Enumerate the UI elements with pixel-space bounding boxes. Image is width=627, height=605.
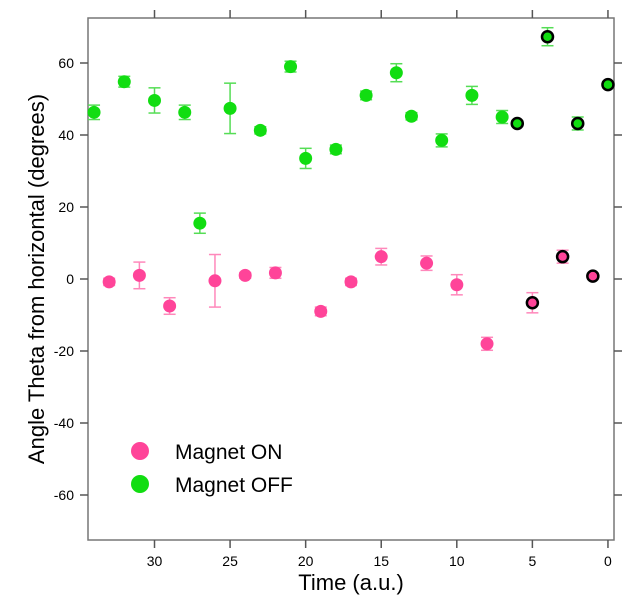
data-point (314, 304, 328, 318)
marker (148, 93, 162, 107)
x-tick-label: 5 (528, 553, 536, 569)
data-point (344, 275, 358, 289)
data-point (555, 249, 570, 264)
data-point (193, 212, 207, 235)
marker (555, 249, 570, 264)
marker (344, 275, 358, 289)
data-point (540, 26, 555, 47)
data-point (435, 133, 449, 148)
data-point (87, 104, 101, 121)
x-tick-label: 10 (449, 553, 465, 569)
marker (601, 77, 615, 92)
legend-marker-off (131, 475, 149, 493)
x-tick-label: 30 (147, 553, 163, 569)
marker (450, 278, 464, 292)
marker (420, 256, 434, 270)
marker (208, 274, 222, 288)
x-axis-label: Time (a.u.) (298, 570, 404, 595)
data-point (420, 255, 434, 272)
data-point (117, 75, 131, 89)
marker (193, 216, 207, 230)
marker (540, 29, 555, 44)
x-tick-label: 20 (298, 553, 314, 569)
y-axis-label: Angle Theta from horizontal (degrees) (24, 94, 49, 464)
data-point (148, 87, 162, 114)
marker (314, 304, 328, 318)
x-tick-label: 0 (604, 553, 612, 569)
y-tick-label: 60 (58, 55, 74, 71)
marker (223, 101, 237, 115)
marker (268, 266, 282, 280)
x-tick-label: 15 (373, 553, 389, 569)
legend: Magnet ON Magnet OFF (131, 441, 293, 497)
data-point (163, 296, 177, 316)
x-tick-label: 25 (222, 553, 238, 569)
y-tick-label: 20 (58, 199, 74, 215)
legend-marker-on (131, 442, 149, 460)
y-tick-label: -60 (54, 487, 74, 503)
data-point (465, 85, 479, 106)
data-point (480, 336, 494, 352)
marker (404, 109, 418, 123)
marker (299, 151, 313, 165)
marker (87, 105, 101, 119)
data-point (450, 273, 464, 296)
marker (117, 75, 131, 89)
y-tick-label: -40 (54, 415, 74, 431)
marker (495, 110, 509, 124)
marker (253, 123, 267, 137)
marker (480, 337, 494, 351)
marker (284, 60, 298, 74)
marker (570, 116, 585, 131)
data-point (102, 275, 116, 289)
data-point (284, 60, 298, 74)
data-point (389, 62, 403, 83)
data-point (329, 142, 343, 156)
data-point (586, 269, 600, 283)
marker (238, 268, 252, 282)
data-point (268, 266, 282, 280)
data-point (132, 261, 146, 290)
data-point (510, 116, 525, 131)
data-point (601, 77, 615, 92)
data-point (570, 116, 585, 131)
marker (132, 268, 146, 282)
marker (359, 88, 373, 102)
y-tick-label: -20 (54, 343, 74, 359)
marker (510, 116, 525, 131)
marker (178, 105, 192, 119)
marker (586, 269, 600, 283)
data-point (374, 247, 388, 266)
legend-label-on: Magnet ON (175, 441, 282, 464)
data-point (178, 104, 192, 121)
data-point (238, 268, 252, 282)
data-point (253, 123, 267, 137)
data-point (495, 109, 509, 125)
data-point (299, 147, 313, 170)
y-tick-label: 0 (66, 271, 74, 287)
marker (329, 142, 343, 156)
data-point (208, 253, 222, 308)
data-point (359, 88, 373, 102)
data-point (525, 291, 540, 314)
data-point (223, 82, 237, 135)
marker (374, 250, 388, 264)
marker (102, 275, 116, 289)
legend-label-off: Magnet OFF (175, 474, 293, 497)
marker (525, 296, 540, 310)
marker (435, 133, 449, 147)
y-tick-label: 40 (58, 127, 74, 143)
marker (163, 299, 177, 313)
data-point (404, 109, 418, 123)
marker (389, 66, 403, 80)
marker (465, 88, 479, 102)
